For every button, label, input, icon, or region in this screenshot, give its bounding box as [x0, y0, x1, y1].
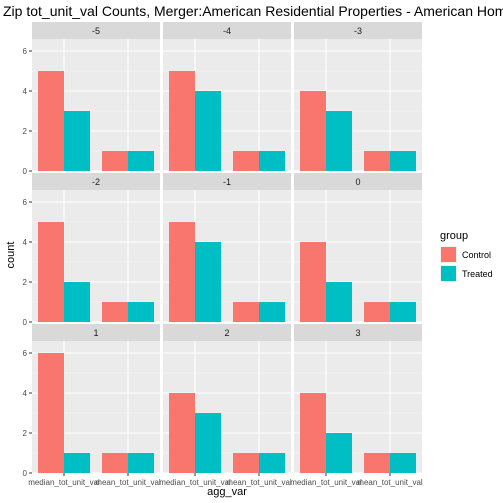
facet-panel: -4 — [163, 22, 291, 172]
bar-control — [169, 71, 195, 171]
legend: group Control Treated — [440, 230, 493, 282]
facet-strip — [163, 324, 291, 341]
bar-control — [102, 453, 128, 473]
facet-strip-label: 3 — [355, 328, 360, 338]
facet-strip — [32, 173, 160, 190]
facet-strip-label: -3 — [354, 26, 362, 36]
legend-title: group — [440, 230, 468, 242]
bar-control — [233, 302, 259, 322]
bar-control — [364, 151, 390, 171]
y-tick-label: 0 — [23, 469, 28, 478]
y-tick-label: 6 — [23, 47, 28, 56]
legend-label: Control — [462, 250, 491, 260]
legend-key-treated — [441, 266, 456, 281]
y-axis-label: count — [5, 242, 17, 269]
facet-strip — [32, 22, 160, 39]
bar-treated — [128, 151, 154, 171]
bar-control — [300, 91, 326, 171]
y-tick-label: 2 — [23, 429, 28, 438]
bar-control — [233, 151, 259, 171]
bar-treated — [326, 111, 352, 171]
bar-treated — [195, 91, 221, 171]
bar-treated — [64, 453, 90, 473]
y-tick-label: 2 — [23, 278, 28, 287]
bar-treated — [259, 302, 285, 322]
facet-strip — [32, 324, 160, 341]
bar-treated — [128, 302, 154, 322]
facet-panel: 1 0 2 4 6 median_tot_unit_valmean_tot_unit_va… — [23, 324, 161, 487]
bar-control — [38, 222, 64, 322]
x-tick-label: mean_tot_unit_val — [357, 478, 423, 487]
y-tick-label: 2 — [23, 127, 28, 136]
facet-strip-label: 2 — [224, 328, 229, 338]
facet-strip — [294, 173, 422, 190]
facet-strip-label: -5 — [92, 26, 100, 36]
legend-key-control — [441, 247, 456, 262]
bar-treated — [64, 282, 90, 322]
y-tick-label: 6 — [23, 349, 28, 358]
bar-treated — [326, 282, 352, 322]
x-axis-label: agg_var — [207, 486, 247, 498]
bar-treated — [390, 302, 416, 322]
bar-treated — [326, 433, 352, 473]
bar-control — [169, 393, 195, 473]
facet-panel: -5 0 2 4 6 — [23, 22, 160, 176]
bar-treated — [390, 151, 416, 171]
x-tick-label: median_tot_unit_val — [28, 478, 100, 487]
y-tick-label: 0 — [23, 167, 28, 176]
bar-control — [300, 242, 326, 322]
facet-strip — [294, 22, 422, 39]
bar-treated — [259, 453, 285, 473]
bar-control — [169, 222, 195, 322]
y-tick-label: 4 — [23, 87, 28, 96]
bar-control — [364, 453, 390, 473]
facet-panel: -2 0 2 4 6 — [23, 173, 160, 327]
bar-treated — [390, 453, 416, 473]
facet-panel: -3 — [294, 22, 422, 172]
facet-panel: 0 — [294, 173, 422, 323]
facet-strip-label: 1 — [93, 328, 98, 338]
bar-control — [38, 71, 64, 171]
bar-treated — [195, 413, 221, 473]
x-tick-label: median_tot_unit_val — [159, 478, 231, 487]
facet-panel: -1 — [163, 173, 291, 323]
y-tick-label: 4 — [23, 238, 28, 247]
bar-control — [102, 151, 128, 171]
bar-treated — [259, 151, 285, 171]
x-tick-label: mean_tot_unit_val — [95, 478, 161, 487]
bar-treated — [195, 242, 221, 322]
x-tick-label: mean_tot_unit_val — [226, 478, 292, 487]
legend-label: Treated — [462, 269, 493, 279]
y-tick-label: 4 — [23, 389, 28, 398]
bar-control — [364, 302, 390, 322]
x-tick-label: median_tot_unit_val — [290, 478, 362, 487]
facet-strip-label: 0 — [355, 177, 360, 187]
facet-strip — [163, 173, 291, 190]
bar-control — [233, 453, 259, 473]
y-tick-label: 0 — [23, 318, 28, 327]
facet-strip — [294, 324, 422, 341]
y-tick-label: 6 — [23, 198, 28, 207]
facet-strip-label: -1 — [223, 177, 231, 187]
facet-strip-label: -4 — [223, 26, 231, 36]
facet-strip — [163, 22, 291, 39]
bar-control — [38, 353, 64, 473]
bar-control — [300, 393, 326, 473]
bar-control — [102, 302, 128, 322]
bar-treated — [128, 453, 154, 473]
chart-title: Zip tot_unit_val Counts, Merger:American… — [3, 3, 503, 19]
facet-strip-label: -2 — [92, 177, 100, 187]
bar-treated — [64, 111, 90, 171]
facet-panels: -5 0 2 4 6 -4 -3 -2 0 2 4 6 -1 0 1 0 2 4 6 median_tot_unit_… — [23, 22, 423, 487]
